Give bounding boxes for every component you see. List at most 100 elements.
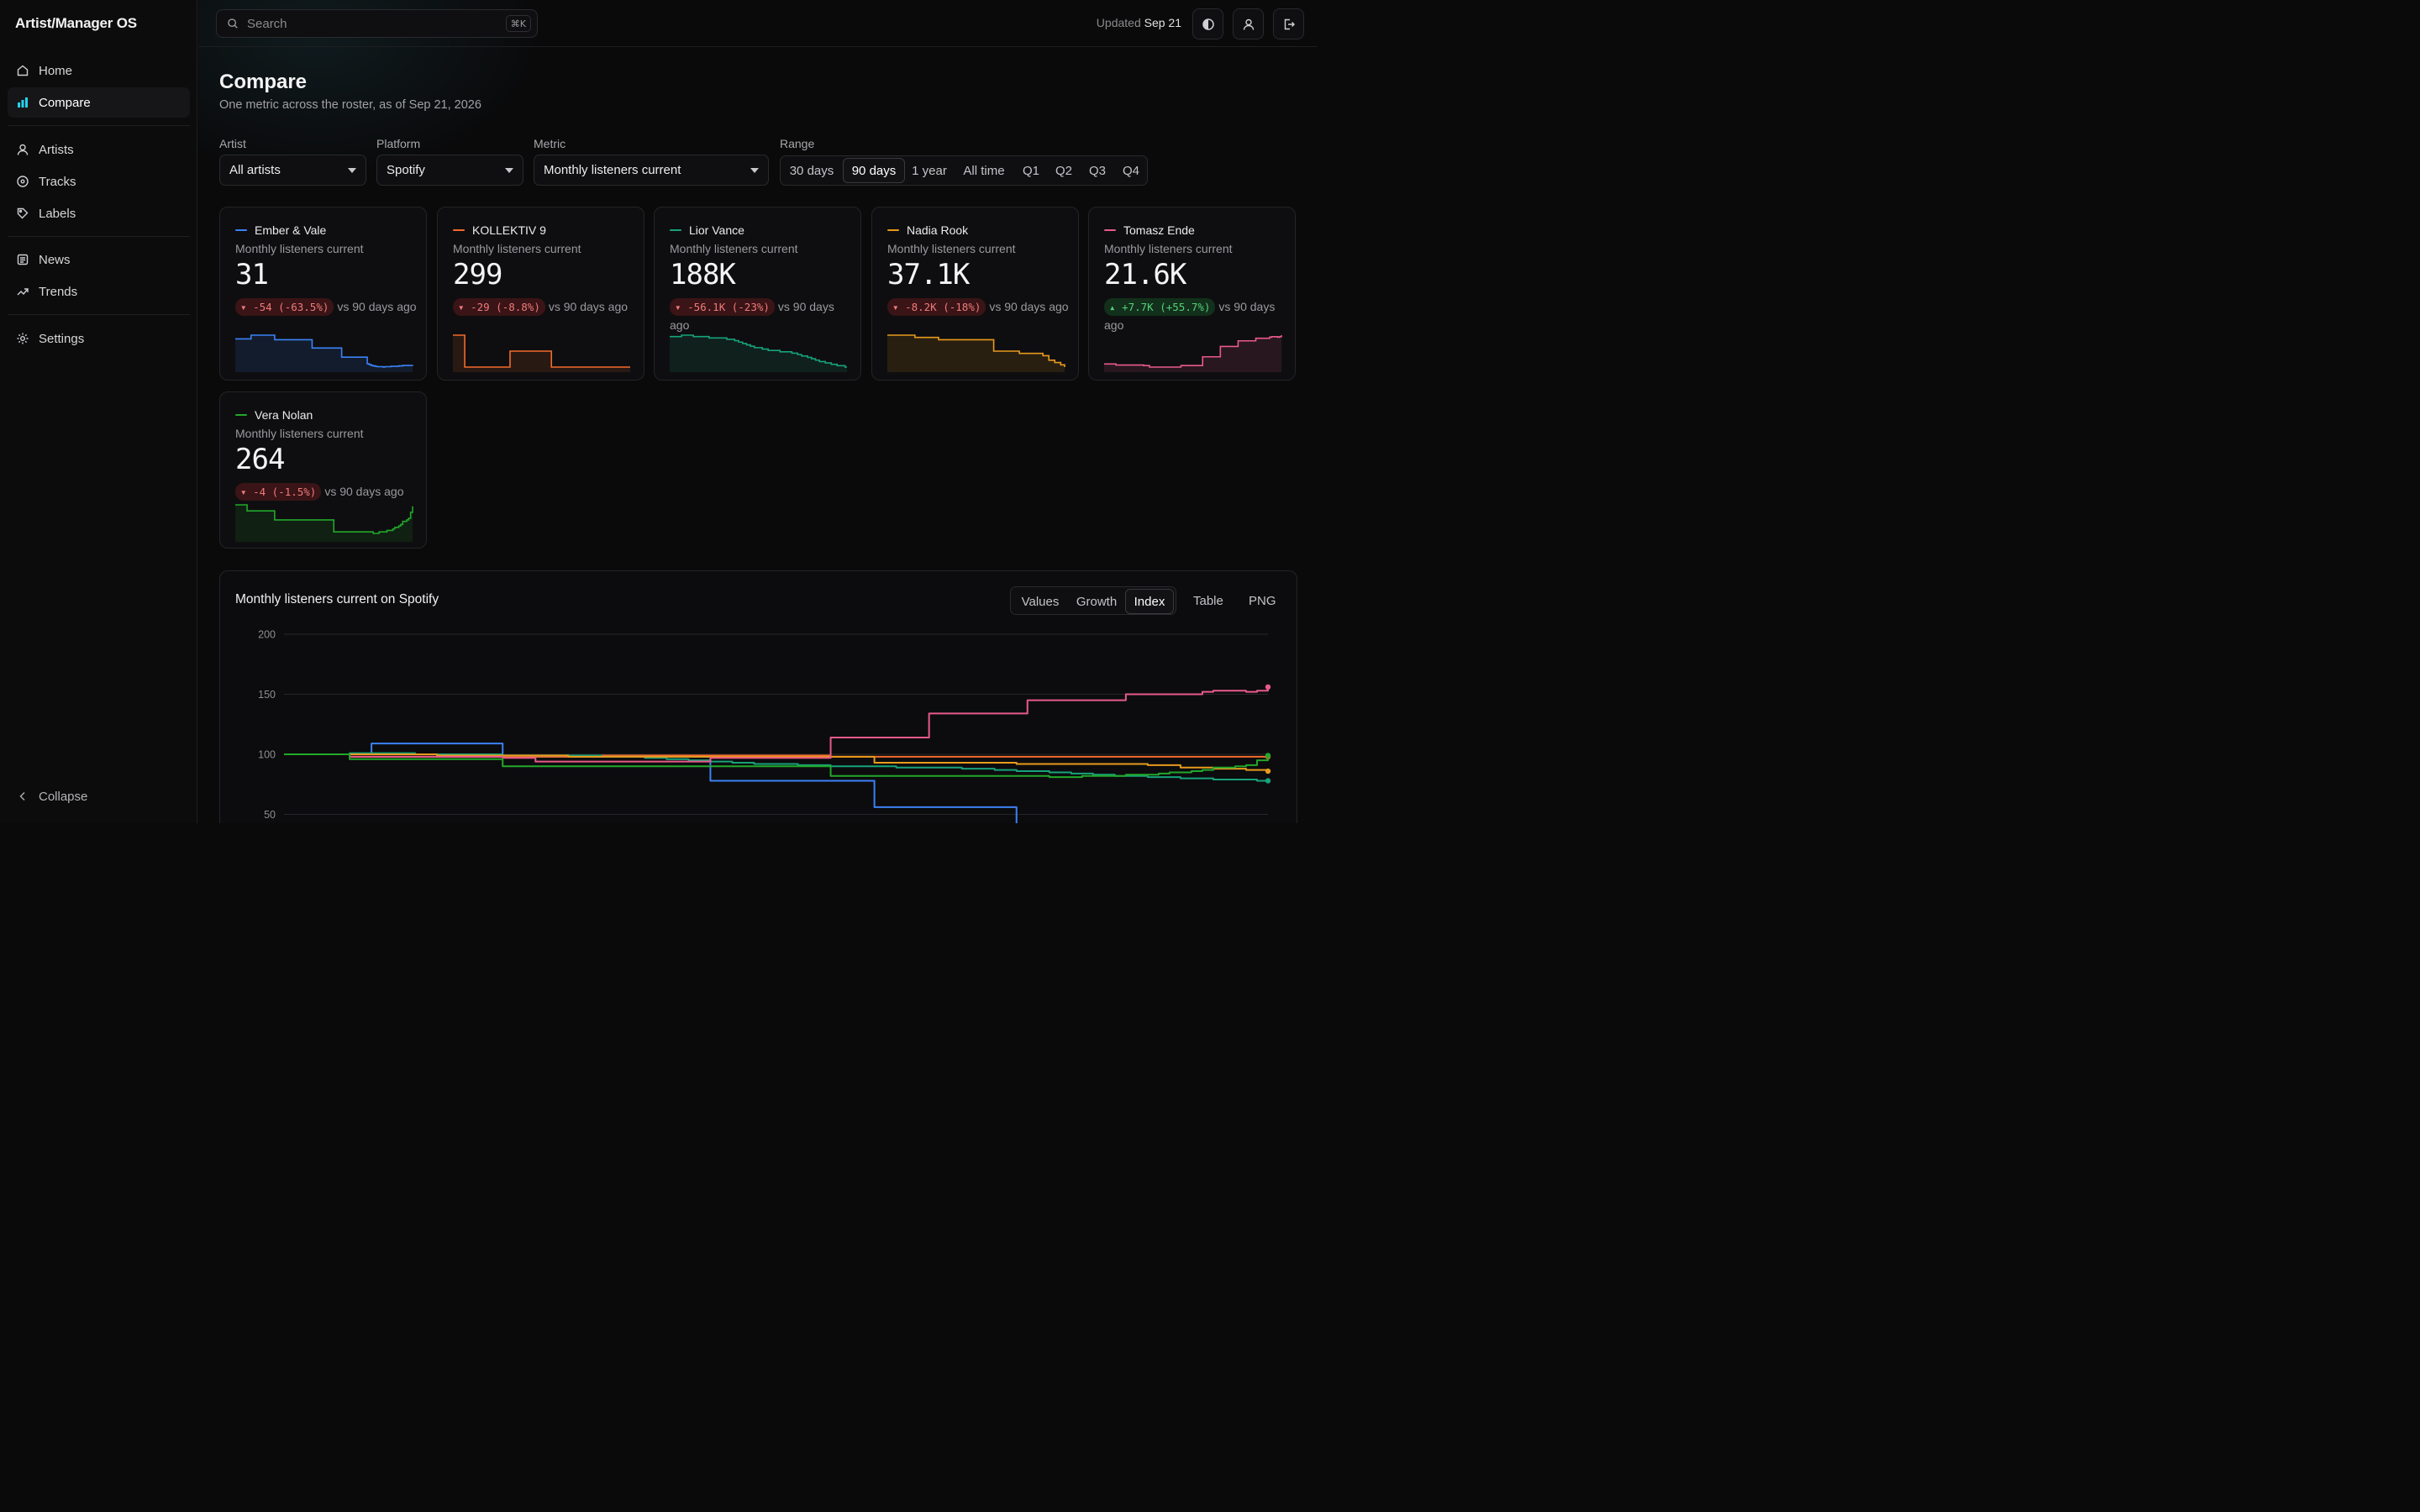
collapse-button[interactable]: Collapse [8, 781, 190, 811]
sparkline-line [1104, 335, 1282, 368]
series-end-point [1265, 684, 1271, 690]
card-artist-name: Vera Nolan [255, 408, 313, 422]
sparkline-area [670, 335, 847, 372]
sparkline [235, 334, 413, 372]
updated-label: Updated [1096, 16, 1141, 29]
sparkline-line [887, 334, 1065, 367]
range-option-90-days[interactable]: 90 days [843, 158, 905, 183]
artist-card-ember-vale[interactable]: Ember & Vale Monthly listeners current 3… [219, 207, 427, 381]
card-artist-name: Nadia Rook [907, 223, 969, 237]
series-swatch [235, 229, 247, 231]
mode-growth-button[interactable]: Growth [1076, 594, 1118, 609]
sparkline-area [235, 335, 413, 372]
mode-values-button[interactable]: Values [1021, 594, 1060, 609]
sidebar-item-settings[interactable]: Settings [8, 323, 190, 354]
range-option-q1[interactable]: Q1 [1022, 163, 1039, 178]
chart-title: Monthly listeners current on Spotify [235, 592, 439, 606]
card-value: 21.6K [1104, 258, 1186, 291]
range-option-q3[interactable]: Q3 [1088, 163, 1106, 178]
series-line [284, 752, 1268, 782]
change-comparison: vs 90 days ago [1104, 300, 1276, 332]
change-value: -29 (-8.8%) [471, 301, 540, 313]
artist-card-vera-nolan[interactable]: Vera Nolan Monthly listeners current 264… [219, 391, 427, 549]
y-tick-label: 100 [258, 749, 276, 761]
range-option-all-time[interactable]: All time [963, 163, 1005, 178]
artist-card-kollektiv-9[interactable]: KOLLEKTIV 9 Monthly listeners current 29… [437, 207, 644, 381]
sidebar-item-news[interactable]: News [8, 244, 190, 275]
sidebar-divider [8, 236, 190, 237]
search-input[interactable]: Search ⌘K [216, 9, 538, 38]
sidebar-item-label: Tracks [39, 174, 76, 189]
sidebar-item-home[interactable]: Home [8, 55, 190, 86]
chart-mode-toggle: Values Growth Index [1010, 586, 1176, 615]
artist-select-value: All artists [229, 163, 281, 177]
artist-card-tomasz-ende[interactable]: Tomasz Ende Monthly listeners current 21… [1088, 207, 1296, 381]
range-option-q2[interactable]: Q2 [1055, 163, 1072, 178]
platform-filter-label: Platform [376, 137, 421, 150]
card-metric-label: Monthly listeners current [235, 242, 364, 255]
sparkline [453, 334, 630, 372]
change-comparison: vs 90 days ago [337, 300, 417, 313]
sidebar-item-labels[interactable]: Labels [8, 198, 190, 228]
artist-card-nadia-rook[interactable]: Nadia Rook Monthly listeners current 37.… [871, 207, 1079, 381]
metric-select[interactable]: Monthly listeners current [534, 155, 769, 186]
sidebar-item-label: Trends [39, 284, 78, 299]
sidebar-item-compare[interactable]: Compare [8, 87, 190, 118]
range-option-1-year[interactable]: 1 year [912, 163, 947, 178]
chevron-left-icon [16, 790, 29, 803]
metric-select-value: Monthly listeners current [544, 163, 681, 177]
profile-button[interactable] [1233, 8, 1264, 39]
change-value: -54 (-63.5%) [253, 301, 329, 313]
sidebar-divider [8, 314, 190, 315]
chevron-down-icon [348, 168, 356, 173]
sidebar-item-trends[interactable]: Trends [8, 276, 190, 307]
y-tick-label: 50 [264, 809, 276, 821]
sparkline [887, 334, 1065, 372]
series-end-point [1265, 753, 1271, 759]
logout-button[interactable] [1273, 8, 1304, 39]
chevron-down-icon [505, 168, 513, 173]
card-value: 264 [235, 443, 285, 476]
sidebar-item-tracks[interactable]: Tracks [8, 166, 190, 197]
sidebar-item-label: News [39, 252, 71, 267]
series-swatch [1104, 229, 1116, 231]
mode-index-button[interactable]: Index [1125, 589, 1174, 614]
contrast-icon [1202, 18, 1214, 30]
png-export-button[interactable]: PNG [1249, 593, 1276, 608]
change-comparison: vs 90 days ago [324, 485, 404, 498]
sidebar-item-artists[interactable]: Artists [8, 134, 190, 165]
artist-card-lior-vance[interactable]: Lior Vance Monthly listeners current 188… [654, 207, 861, 381]
range-option-30-days[interactable]: 30 days [789, 163, 834, 178]
sidebar-item-label: Artists [39, 142, 74, 157]
theme-toggle-button[interactable] [1192, 8, 1223, 39]
sparkline [235, 504, 413, 542]
card-artist-name: Ember & Vale [255, 223, 327, 237]
tag-icon [16, 207, 29, 220]
change-badge: ▴ +7.7K (+55.7%) [1104, 298, 1216, 316]
newspaper-icon [16, 253, 29, 266]
series-swatch [235, 414, 247, 416]
series-swatch [887, 229, 899, 231]
range-selector: 30 days 90 days 1 year All time Q1 Q2 Q3… [780, 155, 1148, 186]
sparkline-line [453, 334, 630, 368]
change-badge: ▾ -29 (-8.8%) [453, 298, 545, 316]
card-value: 188K [670, 258, 736, 291]
table-view-button[interactable]: Table [1193, 593, 1223, 608]
card-metric-label: Monthly listeners current [235, 427, 364, 440]
page-subtitle: One metric across the roster, as of Sep … [219, 98, 481, 112]
card-metric-label: Monthly listeners current [1104, 242, 1233, 255]
collapse-label: Collapse [39, 789, 88, 804]
series-swatch [453, 229, 465, 231]
card-change: ▾ -56.1K (-23%) vs 90 days ago [670, 297, 855, 334]
range-option-q4[interactable]: Q4 [1122, 163, 1139, 178]
search-shortcut: ⌘K [505, 15, 531, 32]
card-metric-label: Monthly listeners current [453, 242, 581, 255]
series-end-point [1265, 768, 1271, 774]
platform-select-value: Spotify [387, 163, 425, 177]
y-tick-label: 200 [258, 629, 276, 641]
artist-select[interactable]: All artists [219, 155, 366, 186]
card-metric-label: Monthly listeners current [887, 242, 1016, 255]
page-title: Compare [219, 71, 308, 93]
platform-select[interactable]: Spotify [376, 155, 523, 186]
updated-status: Updated Sep 21 [1097, 16, 1181, 29]
